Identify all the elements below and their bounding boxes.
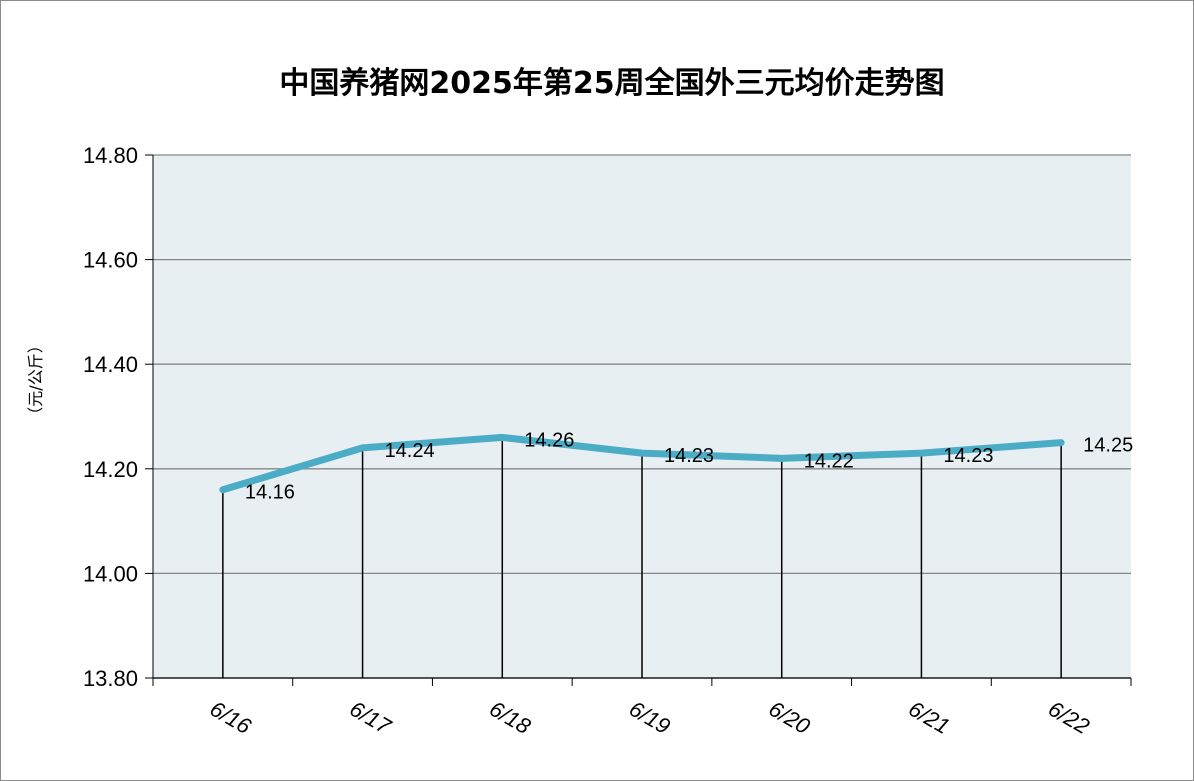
data-label: 14.25 <box>1083 435 1133 457</box>
data-label: 14.23 <box>943 445 993 467</box>
y-tick-label: 14.20 <box>83 457 138 482</box>
x-tick-label: 6/19 <box>625 696 675 739</box>
x-tick-label: 6/17 <box>346 696 396 739</box>
data-label: 14.16 <box>245 482 295 504</box>
x-tick-label: 6/22 <box>1044 696 1094 739</box>
y-tick-label: 14.00 <box>83 561 138 586</box>
chart-title: 中国养猪网2025年第25周全国外三元均价走势图 <box>279 66 944 101</box>
x-tick-label: 6/16 <box>206 696 256 739</box>
x-tick-label: 6/18 <box>485 696 535 739</box>
y-tick-label: 13.80 <box>83 666 138 691</box>
data-label: 14.22 <box>804 450 854 472</box>
y-tick-label: 14.40 <box>83 352 138 377</box>
series-line <box>219 433 1065 494</box>
data-label: 14.26 <box>524 429 574 451</box>
x-tick-label: 6/20 <box>765 696 815 739</box>
data-label: 14.24 <box>385 440 435 462</box>
data-label: 14.23 <box>664 445 714 467</box>
y-tick-label: 14.60 <box>83 248 138 273</box>
y-tick-label: 14.80 <box>83 143 138 168</box>
y-axis-label: （元/公斤） <box>26 337 45 422</box>
x-tick-label: 6/21 <box>904 696 954 739</box>
